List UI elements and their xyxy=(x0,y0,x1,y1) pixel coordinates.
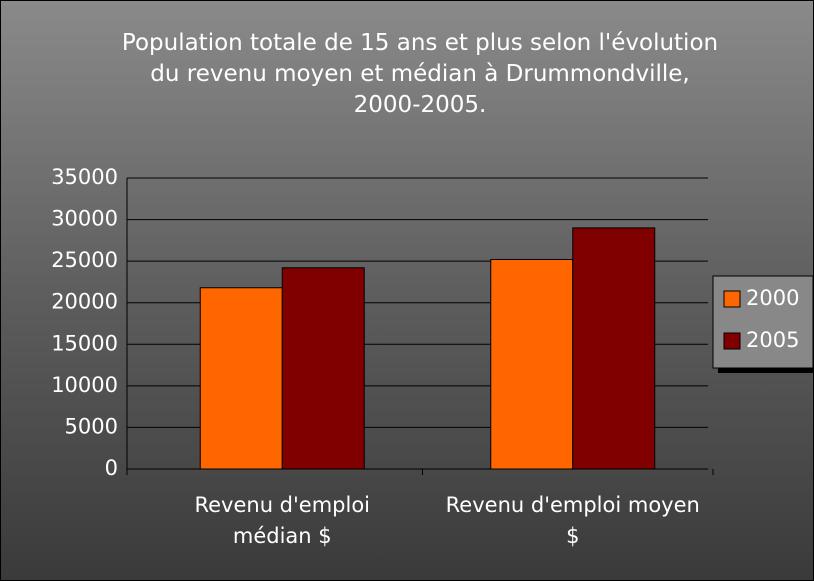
bar xyxy=(281,267,365,470)
x-tick-label: Revenu d'emploi moyen $ xyxy=(445,493,700,548)
legend-label: 2000 xyxy=(746,286,799,310)
y-tick-label: 30000 xyxy=(51,207,118,231)
legend-label: 2005 xyxy=(746,328,799,352)
y-tick-label: 35000 xyxy=(51,165,118,189)
y-tick-label: 15000 xyxy=(51,331,118,355)
bar xyxy=(199,287,283,470)
chart-title: Population totale de 15 ans et plus selo… xyxy=(121,30,719,118)
y-tick-label: 0 xyxy=(105,456,118,480)
bar xyxy=(490,258,574,470)
bar xyxy=(572,227,656,470)
legend-swatch xyxy=(723,290,741,308)
legend-swatch xyxy=(723,332,741,350)
y-tick-label: 5000 xyxy=(65,414,118,438)
y-tick-label: 25000 xyxy=(51,248,118,272)
x-tick-label: Revenu d'emploi médian $ xyxy=(194,493,371,548)
y-tick-label: 10000 xyxy=(51,373,118,397)
y-tick-label: 20000 xyxy=(51,290,118,314)
